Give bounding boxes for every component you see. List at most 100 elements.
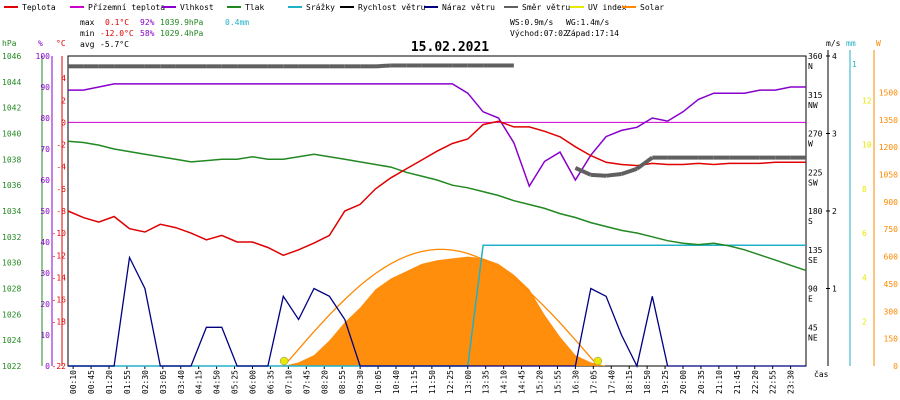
legend-label-0: Teplota	[22, 3, 56, 12]
min-press: 1029.4hPa	[160, 29, 204, 38]
tick-time-31: 18:15	[625, 370, 634, 394]
min-temp: -12.0°C	[100, 29, 134, 38]
wind-dir-segment-35	[605, 171, 622, 178]
tick-time-33: 19:25	[661, 370, 670, 394]
series-temperature	[67, 120, 806, 257]
tick-temp-7: -10	[52, 229, 67, 238]
tick-time-9: 05:25	[231, 370, 240, 394]
tick-dir-label-6: E	[808, 295, 813, 304]
tick-hpa-8: 1030	[2, 259, 21, 268]
tick-temp-6: -8	[56, 207, 66, 216]
max-hum: 92%	[140, 18, 155, 27]
tick-temp-9: -14	[52, 273, 67, 282]
tick-temp-11: -18	[52, 318, 67, 327]
tick-temp-5: -6	[56, 185, 66, 194]
tick-hpa-12: 1022	[2, 362, 21, 371]
tick-hpa-6: 1034	[2, 207, 21, 216]
tick-hpa-7: 1032	[2, 233, 21, 242]
sunrise: Východ:07:02	[510, 29, 568, 38]
tick-w-0: 1500	[879, 88, 898, 97]
avg-temp: -5.7°C	[100, 40, 129, 49]
tick-time-35: 20:35	[697, 370, 706, 394]
tick-time-14: 08:20	[320, 370, 329, 394]
tick-dir-4: 180	[808, 207, 823, 216]
tick-temp-4: -4	[56, 163, 66, 172]
tick-uv-0: 12	[862, 96, 872, 105]
tick-pct-7: 30	[40, 269, 50, 278]
legend-label-9: Solar	[640, 3, 664, 12]
unit-hpa: hPa	[2, 39, 17, 48]
avg-label: avg	[80, 40, 95, 49]
ws-value: WS:0.9m/s	[510, 18, 554, 27]
unit-ms: m/s	[826, 39, 841, 48]
max-label: max	[80, 18, 95, 27]
sun-marker-0	[279, 356, 289, 366]
legend-label-3: Tlak	[245, 3, 264, 12]
tick-pct-1: 90	[40, 83, 50, 92]
tick-uv-5: 2	[862, 318, 867, 327]
tick-time-18: 10:40	[392, 370, 401, 394]
tick-w-9: 150	[884, 335, 899, 344]
tick-hpa-4: 1038	[2, 155, 21, 164]
wind-dir-segment-20	[375, 63, 391, 69]
tick-dir-label-2: W	[808, 140, 813, 149]
series-humidity	[68, 83, 806, 188]
series-solar-max	[282, 248, 599, 367]
tick-w-10: 0	[893, 362, 898, 371]
tick-dir-3: 225	[808, 168, 823, 177]
tick-dir-label-0: N	[808, 62, 813, 71]
tick-dir-6: 90	[808, 285, 818, 294]
tick-time-23: 13:35	[482, 370, 491, 394]
tick-pct-0: 100	[36, 52, 51, 61]
max-rain: 0.4mm	[225, 18, 249, 27]
tick-time-4: 02:30	[141, 370, 150, 394]
tick-pct-10: 0	[45, 362, 50, 371]
tick-dir-label-4: S	[808, 217, 813, 226]
tick-time-0: 00:10	[69, 370, 78, 394]
tick-time-30: 17:40	[607, 370, 616, 394]
tick-w-1: 1350	[879, 116, 898, 125]
tick-time-37: 21:45	[733, 370, 742, 394]
tick-time-1: 00:45	[87, 370, 96, 394]
tick-dir-2: 270	[808, 130, 823, 139]
min-hum: 58%	[140, 29, 155, 38]
legend-label-1: Přízemní teplota	[88, 3, 165, 12]
plot-area	[67, 63, 807, 368]
tick-pct-3: 70	[40, 145, 50, 154]
tick-w-2: 1200	[879, 143, 898, 152]
tick-w-4: 900	[884, 198, 899, 207]
tick-time-22: 13:00	[464, 370, 473, 394]
tick-w-6: 600	[884, 253, 899, 262]
legend-label-6: Náraz větru	[442, 3, 495, 12]
tick-pct-9: 10	[40, 331, 50, 340]
axes: hPa% °C m/s mm W1046104410421040103810361034…	[2, 39, 898, 394]
tick-w-3: 1050	[879, 171, 898, 180]
wind-dir-segment-34	[590, 172, 607, 178]
tick-temp-10: -16	[52, 296, 67, 305]
unit-temp: °C	[56, 39, 66, 48]
tick-time-32: 18:50	[643, 370, 652, 394]
tick-time-36: 21:10	[715, 370, 724, 394]
tick-ms-1: 3	[832, 130, 837, 139]
tick-time-40: 23:30	[787, 370, 796, 394]
tick-hpa-11: 1024	[2, 336, 21, 345]
tick-temp-2: 0	[61, 118, 66, 127]
wind-dir-segment-36	[620, 166, 638, 176]
wind-dir-segment-33	[574, 166, 592, 177]
tick-dir-1: 315	[808, 91, 823, 100]
unit-mm: mm	[846, 39, 856, 48]
tick-temp-0: 4	[61, 74, 66, 83]
max-press: 1039.9hPa	[160, 18, 204, 27]
stats-panel: max 0.1°C 92% 1039.9hPa 0.4mm min -12.0°…	[80, 18, 619, 49]
tick-ms-3: 1	[832, 285, 837, 294]
tick-time-19: 11:15	[410, 370, 419, 394]
tick-temp-3: -2	[56, 141, 66, 150]
tick-pct-4: 60	[40, 176, 50, 185]
wind-dir-segment-37	[635, 155, 654, 171]
tick-hpa-2: 1042	[2, 104, 21, 113]
wg-value: WG:1.4m/s	[566, 18, 610, 27]
tick-time-27: 15:55	[553, 370, 562, 394]
tick-dir-7: 45	[808, 323, 818, 332]
